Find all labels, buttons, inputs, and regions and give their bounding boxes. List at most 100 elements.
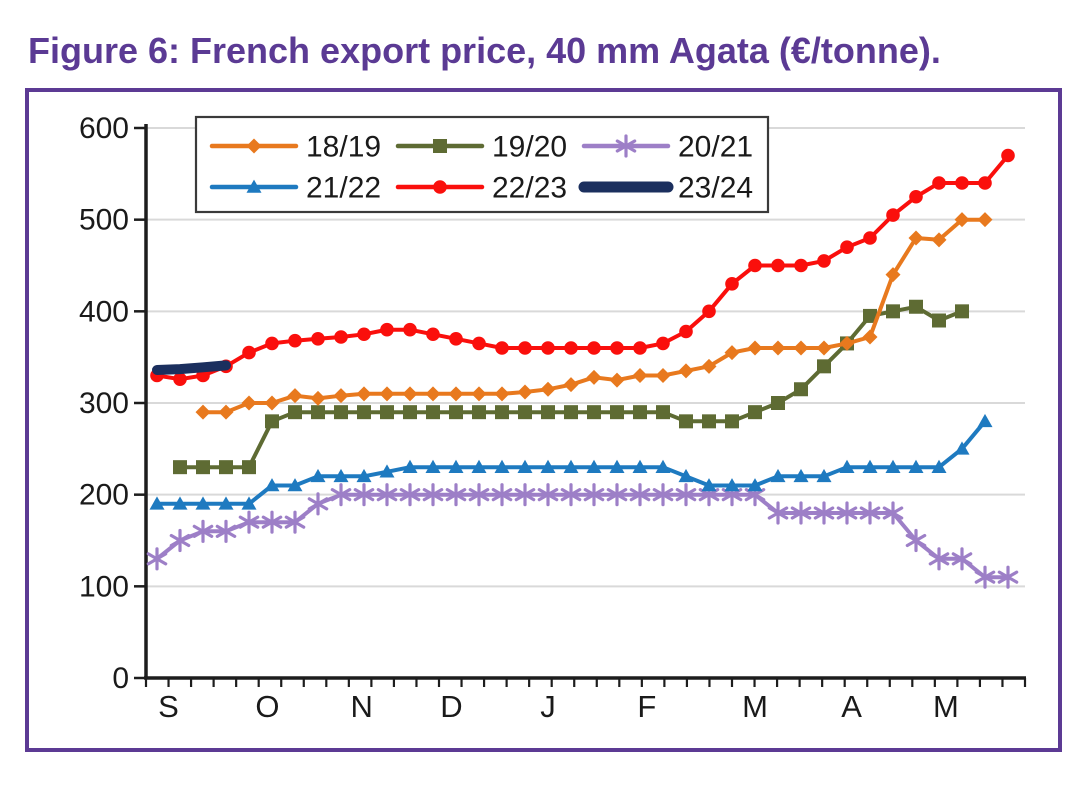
marker-diamond: [793, 340, 809, 356]
legend-label-19-20: 19/20: [492, 131, 567, 164]
marker-triangle: [632, 459, 648, 473]
marker-asterisk: [882, 501, 904, 525]
legend-item-20-21: 20/21: [581, 131, 753, 164]
marker-circle: [978, 176, 992, 190]
marker-asterisk: [261, 510, 283, 534]
marker-diamond: [195, 404, 211, 420]
marker-square: [679, 414, 693, 429]
y-tick-labels: 0 100 200 300 400 500 600: [79, 112, 129, 695]
marker-diamond: [655, 368, 671, 383]
y-tick-label-300: 300: [79, 387, 129, 420]
marker-circle: [725, 277, 739, 291]
y-tick-label-500: 500: [79, 204, 129, 237]
y-axis: [134, 124, 148, 680]
marker-triangle: [655, 459, 671, 473]
marker-square: [196, 460, 210, 475]
marker-asterisk: [537, 483, 559, 507]
marker-diamond: [448, 386, 464, 402]
marker-circle: [357, 327, 371, 342]
marker-diamond: [402, 386, 418, 402]
legend-label-18-19: 18/19: [306, 131, 381, 164]
marker-asterisk: [491, 483, 513, 507]
marker-square: [433, 139, 447, 153]
marker-triangle: [793, 468, 809, 483]
marker-square: [725, 414, 739, 429]
marker-circle: [817, 254, 831, 268]
marker-triangle: [246, 179, 262, 193]
marker-triangle: [172, 496, 188, 510]
marker-square: [380, 405, 394, 420]
marker-asterisk: [284, 510, 306, 534]
marker-triangle: [425, 459, 441, 473]
marker-triangle: [678, 468, 694, 483]
marker-asterisk: [192, 519, 214, 543]
marker-diamond: [246, 138, 262, 154]
marker-triangle: [287, 478, 303, 492]
marker-diamond: [241, 395, 257, 411]
marker-circle: [633, 341, 647, 355]
legend-item-19-20: 19/20: [395, 131, 567, 164]
series-19-20: [173, 299, 969, 475]
marker-triangle: [586, 459, 602, 473]
month-label-0: S: [158, 689, 179, 724]
marker-diamond: [724, 345, 740, 361]
marker-triangle: [517, 459, 533, 473]
marker-circle: [265, 336, 279, 351]
marker-triangle: [448, 459, 464, 473]
marker-diamond: [287, 388, 303, 404]
marker-square: [449, 405, 463, 420]
marker-asterisk: [514, 483, 536, 507]
month-label-7: A: [841, 689, 862, 724]
marker-triangle: [816, 468, 832, 483]
series-23-24: [152, 360, 231, 375]
legend-item-21-22: 21/22: [209, 172, 381, 205]
marker-diamond: [379, 386, 395, 402]
legend-label-22-23: 22/23: [492, 172, 567, 205]
y-tick-label-400: 400: [79, 295, 129, 328]
marker-asterisk: [606, 483, 628, 507]
y-tick-label-600: 600: [79, 112, 129, 145]
marker-asterisk: [399, 483, 421, 507]
marker-square: [426, 405, 440, 420]
marker-asterisk: [330, 483, 352, 507]
legend-item-18-19: 18/19: [209, 131, 381, 164]
marker-circle: [656, 336, 670, 351]
marker-triangle: [379, 464, 395, 478]
marker-asterisk: [445, 483, 467, 507]
month-label-5: F: [637, 689, 656, 724]
marker-square: [288, 405, 302, 420]
marker-asterisk: [353, 483, 375, 507]
x-axis: [144, 676, 1027, 687]
marker-circle: [518, 341, 532, 355]
legend: 18/19 19/20 20/21 21/22 22/23 23/24: [194, 115, 770, 214]
series-20-21: [146, 483, 1019, 589]
marker-square: [886, 304, 900, 319]
marker-circle: [863, 231, 877, 245]
marker-triangle: [241, 496, 257, 510]
series-21-22: [149, 413, 993, 510]
marker-diamond: [908, 230, 924, 246]
marker-diamond: [931, 232, 947, 248]
marker-circle: [541, 341, 555, 355]
marker-circle: [702, 304, 716, 319]
marker-triangle: [747, 478, 763, 492]
month-label-4: J: [540, 689, 556, 724]
marker-square: [334, 405, 348, 420]
marker-triangle: [471, 459, 487, 473]
marker-circle: [426, 327, 440, 342]
marker-square: [909, 299, 923, 314]
marker-triangle: [149, 496, 165, 510]
marker-diamond: [632, 368, 648, 383]
marker-circle: [1001, 148, 1015, 163]
marker-triangle: [862, 459, 878, 473]
marker-circle: [587, 341, 601, 355]
marker-asterisk: [468, 483, 490, 507]
marker-diamond: [885, 267, 901, 283]
month-label-1: O: [255, 689, 279, 724]
marker-asterisk: [905, 528, 927, 553]
marker-asterisk: [767, 501, 789, 525]
marker-triangle: [540, 459, 556, 473]
marker-circle: [771, 258, 785, 273]
